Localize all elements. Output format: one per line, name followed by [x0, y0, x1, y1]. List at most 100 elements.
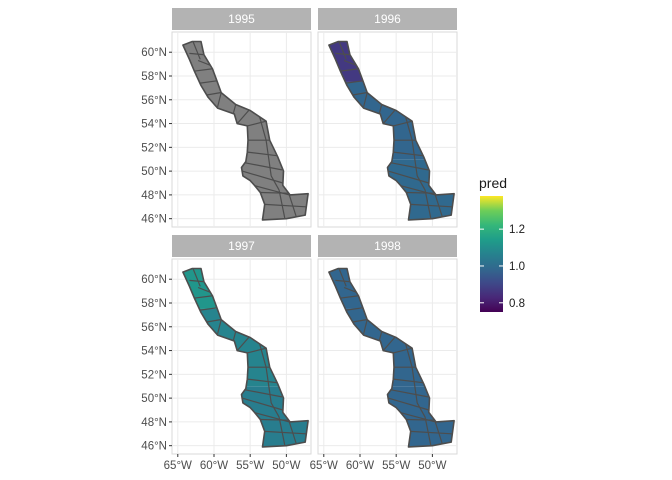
region-boundary [411, 367, 418, 403]
x-tick-label: 65°W [310, 460, 338, 472]
region-boundary [343, 59, 357, 66]
region-boundary [416, 175, 426, 191]
region-boundary [242, 397, 283, 411]
region-boundary [424, 189, 432, 219]
region-boundary [393, 378, 424, 384]
region-boundary [346, 307, 363, 311]
region-boundary [197, 59, 211, 66]
y-tick-label: 46°N [141, 214, 167, 226]
region-boundary [264, 430, 306, 435]
region-boundary [382, 110, 396, 124]
facet-strip [172, 235, 311, 257]
region-boundary [393, 347, 413, 354]
region-outline [328, 267, 455, 448]
region-boundary [346, 80, 363, 84]
region-boundary [338, 41, 347, 60]
region-boundary [197, 286, 211, 293]
region-boundary [206, 92, 221, 96]
x-tick-label: 50°W [272, 460, 300, 472]
legend-tick-label: 1.0 [509, 261, 525, 273]
y-tick-label: 60°N [141, 274, 167, 286]
region-boundary [363, 319, 368, 335]
region-boundary [193, 68, 212, 72]
legend-ticks: 0.8 1.0 1.2 [480, 224, 525, 310]
region-boundary [288, 421, 298, 445]
y-tick-label: 46°N [141, 441, 167, 453]
region-boundary [390, 389, 429, 398]
y-tick-label: 50°N [141, 393, 167, 405]
y-tick-label: 58°N [141, 71, 167, 83]
y-tick-label: 56°N [141, 322, 167, 334]
region-boundary [388, 170, 429, 184]
region-outline [328, 40, 455, 221]
region-boundary [339, 68, 358, 72]
region-boundary [378, 104, 383, 114]
x-tick-label: 55°W [236, 460, 264, 472]
region-boundary [244, 162, 283, 171]
y-tick-label: 52°N [141, 369, 167, 381]
legend-colorbar [480, 196, 503, 312]
region-boundary [192, 41, 201, 60]
region-boundary [200, 80, 217, 84]
y-tick-label: 54°N [141, 119, 167, 131]
region-boundary [434, 194, 444, 218]
facet-strip-label: 1995 [228, 12, 255, 26]
region-boundary [390, 162, 429, 171]
region-boundary [388, 397, 429, 411]
region-boundary [410, 203, 452, 208]
y-tick-label: 56°N [141, 95, 167, 107]
region-boundary [247, 120, 267, 127]
region-boundary [416, 402, 426, 418]
region-boundary [270, 402, 280, 418]
region-boundary [242, 170, 283, 184]
legend-tick-label: 1.2 [509, 224, 525, 236]
region-boundary [434, 421, 444, 445]
region-boundary [232, 104, 237, 114]
region-boundary [270, 175, 280, 191]
legend-title: pred [479, 175, 507, 191]
x-tick-label: 60°W [346, 460, 374, 472]
axes-layer: 46°N 48°N 50°N 52°N 54°N 56°N 58°N 60°N 46°N 48°N… [141, 47, 446, 472]
region-boundary [200, 307, 217, 311]
y-tick-label: 60°N [141, 47, 167, 59]
region-boundary [278, 416, 286, 446]
facet-panel-1996: 1996 [317, 8, 458, 228]
facet-strip-label: 1997 [228, 239, 255, 253]
facet-strip [318, 235, 457, 257]
region-outline [182, 267, 309, 448]
y-tick-label: 58°N [141, 298, 167, 310]
region-boundary [424, 416, 432, 446]
region-boundary [411, 140, 418, 176]
y-tick-label: 52°N [141, 142, 167, 154]
region-boundary [193, 295, 212, 299]
region-boundary [335, 279, 350, 283]
region-boundary [247, 151, 278, 157]
y-tick-label: 48°N [141, 417, 167, 429]
region-boundary [363, 92, 368, 108]
region-boundary [410, 430, 452, 435]
region-boundary [189, 52, 204, 56]
region-boundary [288, 194, 298, 218]
region-boundary [264, 203, 306, 208]
region-boundary [217, 319, 222, 335]
y-tick-label: 48°N [141, 190, 167, 202]
facet-strip-label: 1996 [374, 12, 401, 26]
region-boundary [217, 92, 222, 108]
x-tick-label: 55°W [382, 460, 410, 472]
region-boundary [335, 52, 350, 56]
x-tick-label: 65°W [164, 460, 192, 472]
region-boundary [206, 319, 221, 323]
color-legend: pred 0.8 1.0 1.2 [479, 175, 525, 312]
region-boundary [393, 151, 424, 157]
facet-strip-label: 1998 [374, 239, 401, 253]
region-boundary [244, 389, 283, 398]
region-outline [182, 40, 309, 221]
region-boundary [265, 367, 272, 403]
region-boundary [352, 319, 367, 323]
region-boundary [278, 189, 286, 219]
facet-strip [318, 8, 457, 30]
facet-panel-1995: 1995 [171, 8, 312, 228]
panels-layer: 1995 1996 1997 1998 [171, 8, 458, 455]
facet-panel-1998: 1998 [317, 235, 458, 455]
region-boundary [393, 120, 413, 127]
